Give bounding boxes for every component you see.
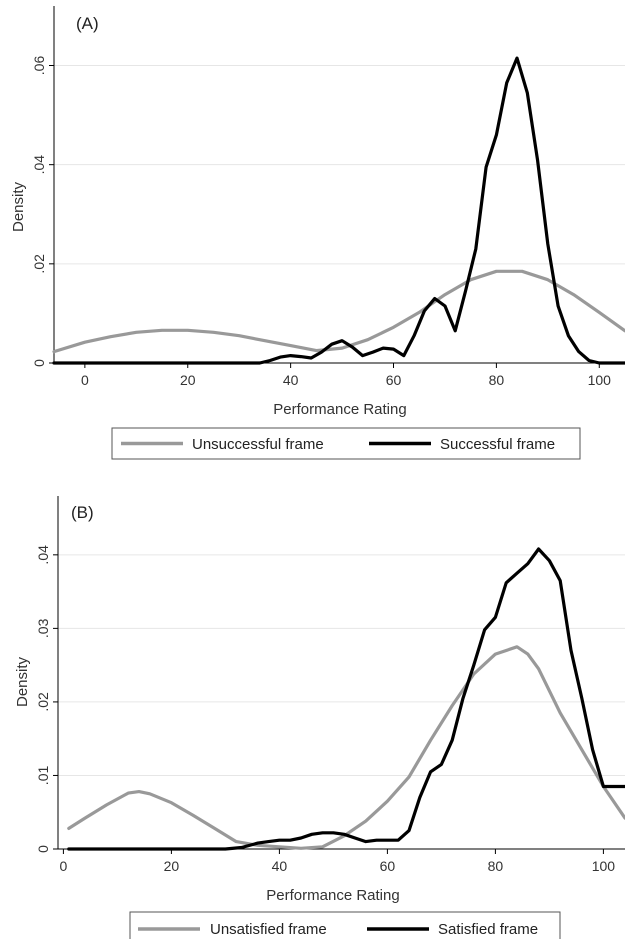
panel-a-legend-box	[111, 427, 581, 460]
panel-a-x-ticks: 0 20 40 60 80 100	[81, 363, 611, 388]
panel-a-y-tick-label: .04	[31, 155, 47, 175]
panel-b-x-tick-label: 60	[380, 858, 396, 874]
panel-b-legend-box	[129, 911, 561, 939]
panel-a-series-line-black	[52, 56, 625, 365]
panel-b-label: (B)	[71, 503, 94, 522]
panel-a-x-tick-label: 40	[283, 372, 299, 388]
panel-b-y-tick-label: .02	[35, 692, 51, 712]
panel-b-y-tick-label: 0	[35, 845, 51, 853]
panel-a-x-tick-label: 0	[81, 372, 89, 388]
panel-b-series	[67, 547, 625, 851]
panel-b-y-tick-label: .03	[35, 618, 51, 638]
panel-b-legend-label-unsatisfied: Unsatisfied frame	[210, 921, 327, 938]
panel-a-series-line-grey	[52, 269, 625, 354]
panel-a-x-tick-label: 100	[588, 372, 612, 388]
panel-b-y-tick-label: .04	[35, 545, 51, 565]
panel-b-y-ticks: 0 .01 .02 .03 .04	[35, 545, 58, 853]
panel-b-x-tick-label: 80	[488, 858, 504, 874]
panel-b-series-line-black	[67, 547, 625, 851]
panel-b-x-tick-label: 0	[60, 858, 68, 874]
panel-b-x-axis-label: Performance Rating	[266, 887, 399, 904]
panel-a-series	[52, 56, 625, 365]
panel-a-x-tick-label: 20	[180, 372, 196, 388]
panel-a-y-tick-label: .02	[31, 254, 47, 274]
panel-b-gridlines	[58, 554, 625, 776]
panel-b-legend: Unsatisfied frame Satisfied frame	[129, 911, 561, 939]
panel-a-label: (A)	[76, 14, 99, 33]
panel-b-series-line-grey	[67, 645, 625, 850]
panel-b-x-ticks: 0 20 40 60 80 100	[60, 849, 616, 874]
panel-a-legend-label-successful: Successful frame	[440, 436, 555, 453]
panel-a-y-axis-label: Density	[10, 181, 27, 232]
panel-b-x-tick-label: 100	[592, 858, 616, 874]
panel-a-legend: Unsuccessful frame Successful frame	[111, 427, 581, 460]
panel-a-x-tick-label: 60	[386, 372, 402, 388]
panel-a-y-ticks: 0 .02 .04 .06	[31, 56, 54, 367]
panel-a-y-tick-label: .06	[31, 56, 47, 76]
panel-a-x-tick-label: 80	[489, 372, 505, 388]
panel-b-y-axis-label: Density	[14, 656, 31, 707]
panel-b-legend-label-satisfied: Satisfied frame	[438, 921, 538, 938]
panel-a-legend-label-unsuccessful: Unsuccessful frame	[192, 436, 324, 453]
panel-a-x-axis-label: Performance Rating	[273, 401, 406, 418]
panel-a-gridlines	[54, 65, 625, 265]
panel-b-x-tick-label: 20	[164, 858, 180, 874]
panel-b-x-tick-label: 40	[272, 858, 288, 874]
panel-b-y-tick-label: .01	[35, 766, 51, 786]
panel-a: 0 .02 .04 .06 0 20 40 60 80 100 (A) Performance …	[10, 6, 625, 460]
panel-a-y-tick-label: 0	[31, 359, 47, 367]
panel-b: 0 .01 .02 .03 .04 0 20 40 60 80 100 (B) Performan…	[14, 496, 625, 939]
